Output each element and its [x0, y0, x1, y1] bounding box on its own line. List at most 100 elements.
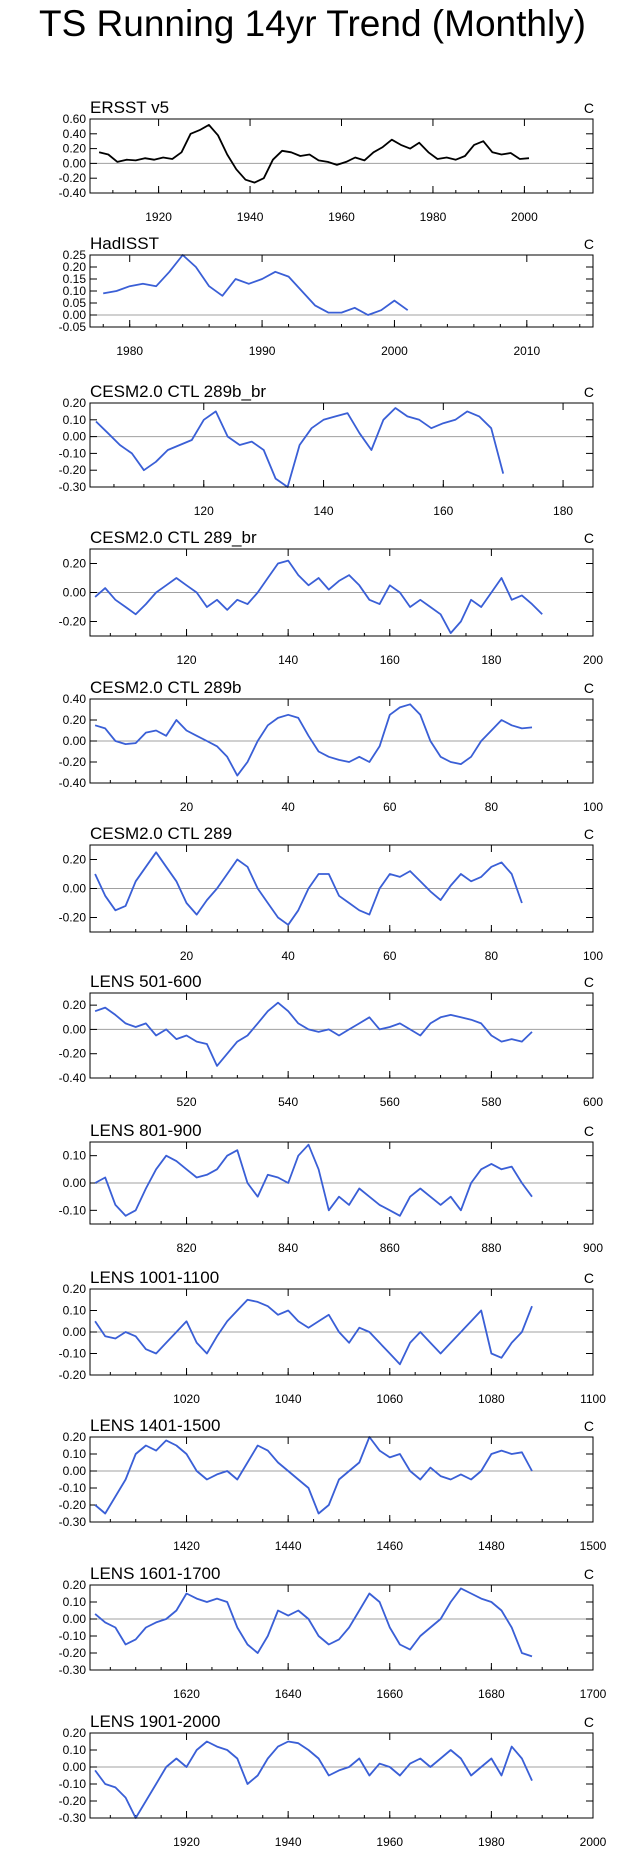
y-tick-label: -0.10	[59, 1347, 87, 1361]
x-tick-label: 60	[383, 800, 397, 814]
plot-frame	[89, 844, 594, 933]
panel-title: LENS 501-600	[90, 972, 202, 991]
chart-panel: -0.20 0.00 0.20 20 40 60 80 100 CESM2.0 CTL 289 C	[59, 824, 604, 963]
units-label: C	[584, 1270, 594, 1286]
plot-frame	[89, 118, 594, 194]
x-tick-label: 1060	[376, 1392, 403, 1406]
y-tick-label: -0.30	[59, 1515, 87, 1529]
units-label: C	[584, 826, 594, 842]
y-tick-label: 0.00	[63, 430, 87, 444]
y-tick-label: 0.20	[63, 1282, 87, 1296]
series-line	[94, 1001, 533, 1067]
y-tick-label: -0.20	[59, 171, 87, 185]
chart-panel: -0.30 -0.20 -0.10 0.00 0.10 0.20 1620 1640 1660 1…	[59, 1564, 607, 1701]
series-line	[94, 851, 523, 926]
series-line	[94, 1143, 533, 1217]
units-label: C	[584, 530, 594, 546]
y-tick-label: -0.20	[59, 1646, 87, 1660]
x-tick-label: 1940	[237, 210, 264, 224]
y-tick-label: -0.10	[59, 1629, 87, 1643]
x-tick-label: 600	[583, 1095, 603, 1109]
x-tick-label: 20	[180, 800, 194, 814]
x-tick-label: 1480	[478, 1539, 505, 1553]
plot-frame	[89, 1584, 594, 1671]
x-tick-label: 1420	[173, 1539, 200, 1553]
units-label: C	[584, 1714, 594, 1730]
units-label: C	[584, 384, 594, 400]
series-line	[94, 1298, 533, 1366]
y-tick-label: -0.40	[59, 776, 87, 790]
plot-frame	[89, 254, 594, 328]
y-tick-label: -0.20	[59, 1498, 87, 1512]
chart-panel: -0.050.000.050.100.150.200.25 1980 1990 200…	[59, 234, 594, 358]
x-tick-label: 2000	[580, 1835, 607, 1849]
units-label: C	[584, 236, 594, 252]
y-tick-label: 0.00	[63, 1464, 87, 1478]
y-tick-label: 0.10	[63, 284, 87, 298]
x-tick-label: 1940	[275, 1835, 302, 1849]
y-tick-label: 0.00	[63, 734, 87, 748]
chart-panel: -0.30 -0.20 -0.10 0.00 0.10 0.20 120 140 160 180 C…	[59, 382, 594, 518]
y-tick-label: 0.20	[63, 396, 87, 410]
x-tick-label: 840	[278, 1241, 298, 1255]
x-tick-label: 80	[485, 800, 499, 814]
y-tick-label: 0.00	[63, 156, 87, 170]
y-tick-label: 0.40	[63, 692, 87, 706]
chart-panel: -0.10 0.00 0.10 820 840 860 880 900 LENS 801-900…	[59, 1121, 604, 1255]
chart-panel: -0.20 0.00 0.20 120 140 160 180 200 CESM2.0 CTL …	[59, 528, 604, 667]
y-tick-label: 0.00	[63, 308, 87, 322]
series-line	[98, 124, 530, 184]
panel-title: LENS 1901-2000	[90, 1712, 220, 1731]
plot-frame	[89, 548, 594, 637]
units-label: C	[584, 100, 594, 116]
y-tick-label: 0.15	[63, 272, 87, 286]
panel-title: HadISST	[90, 234, 159, 253]
panel-title: CESM2.0 CTL 289_br	[90, 528, 257, 547]
y-tick-label: 0.20	[63, 1430, 87, 1444]
x-tick-label: 1440	[275, 1539, 302, 1553]
panel-title: LENS 801-900	[90, 1121, 202, 1140]
panel-title: CESM2.0 CTL 289b_br	[90, 382, 266, 401]
x-tick-label: 1680	[478, 1687, 505, 1701]
x-tick-label: 1980	[116, 344, 143, 358]
x-tick-label: 120	[194, 504, 214, 518]
x-tick-label: 200	[583, 653, 603, 667]
panel-title: CESM2.0 CTL 289	[90, 824, 232, 843]
x-tick-label: 560	[380, 1095, 400, 1109]
y-tick-label: -0.30	[59, 1811, 87, 1825]
y-tick-label: -0.30	[59, 480, 87, 494]
x-tick-label: 1620	[173, 1687, 200, 1701]
x-tick-label: 2000	[511, 210, 538, 224]
y-tick-label: 0.20	[63, 1578, 87, 1592]
plot-frame	[89, 992, 594, 1079]
x-tick-label: 820	[177, 1241, 197, 1255]
y-tick-label: 0.20	[63, 557, 87, 571]
x-tick-label: 860	[380, 1241, 400, 1255]
x-tick-label: 1920	[145, 210, 172, 224]
chart-panel: -0.40 -0.20 0.00 0.20 520 540 560 580 600 LENS 50…	[59, 972, 604, 1109]
x-tick-label: 140	[278, 653, 298, 667]
units-label: C	[584, 1566, 594, 1582]
y-tick-label: 0.10	[63, 413, 87, 427]
y-tick-label: 0.10	[63, 1149, 87, 1163]
series-line	[95, 407, 505, 488]
y-tick-label: -0.20	[59, 615, 87, 629]
x-tick-label: 180	[553, 504, 573, 518]
y-tick-label: 0.10	[63, 1595, 87, 1609]
y-tick-label: -0.40	[59, 186, 87, 200]
x-tick-label: 1460	[376, 1539, 403, 1553]
chart-panel: -0.40-0.200.000.200.400.60 1920 1940 1960 19…	[59, 98, 594, 224]
plot-frame	[89, 1732, 594, 1819]
x-tick-label: 20	[180, 949, 194, 963]
chart-panel: -0.30 -0.20 -0.10 0.00 0.10 0.20 1920 1940 1960 1…	[59, 1712, 607, 1849]
y-tick-label: -0.05	[59, 320, 87, 334]
x-tick-label: 1700	[580, 1687, 607, 1701]
panel-title: ERSST v5	[90, 98, 169, 117]
y-tick-label: -0.10	[59, 1481, 87, 1495]
y-tick-label: 0.20	[63, 853, 87, 867]
y-tick-label: 0.20	[63, 998, 87, 1012]
x-tick-label: 1960	[328, 210, 355, 224]
chart-panel: -0.30 -0.20 -0.10 0.00 0.10 0.20 1420 1440 1460 1…	[59, 1416, 607, 1553]
x-tick-label: 1980	[478, 1835, 505, 1849]
